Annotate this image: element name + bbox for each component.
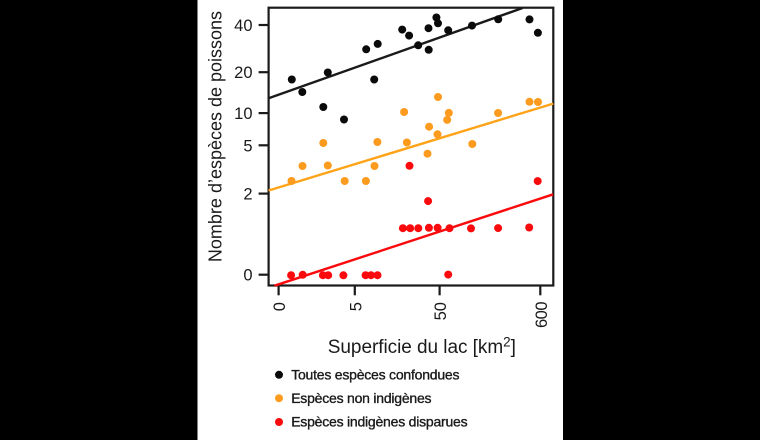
svg-text:50: 50 xyxy=(432,302,450,320)
svg-text:2: 2 xyxy=(243,186,252,204)
svg-text:0: 0 xyxy=(271,302,289,311)
svg-text:600: 600 xyxy=(533,302,551,328)
svg-text:20: 20 xyxy=(234,64,252,82)
svg-text:40: 40 xyxy=(234,17,252,35)
svg-text:Espèces non indigènes: Espèces non indigènes xyxy=(291,390,431,406)
svg-text:Superficie du lac [km2]: Superficie du lac [km2] xyxy=(328,335,516,359)
svg-text:5: 5 xyxy=(347,302,365,311)
svg-text:10: 10 xyxy=(234,105,252,123)
svg-text:Espèces indigènes disparues: Espèces indigènes disparues xyxy=(291,414,467,430)
svg-text:Nombre d’espèces de poissons: Nombre d’espèces de poissons xyxy=(206,11,226,262)
svg-text:0: 0 xyxy=(243,267,252,285)
svg-text:5: 5 xyxy=(243,137,252,155)
svg-text:Toutes espèces confondues: Toutes espèces confondues xyxy=(291,366,459,382)
